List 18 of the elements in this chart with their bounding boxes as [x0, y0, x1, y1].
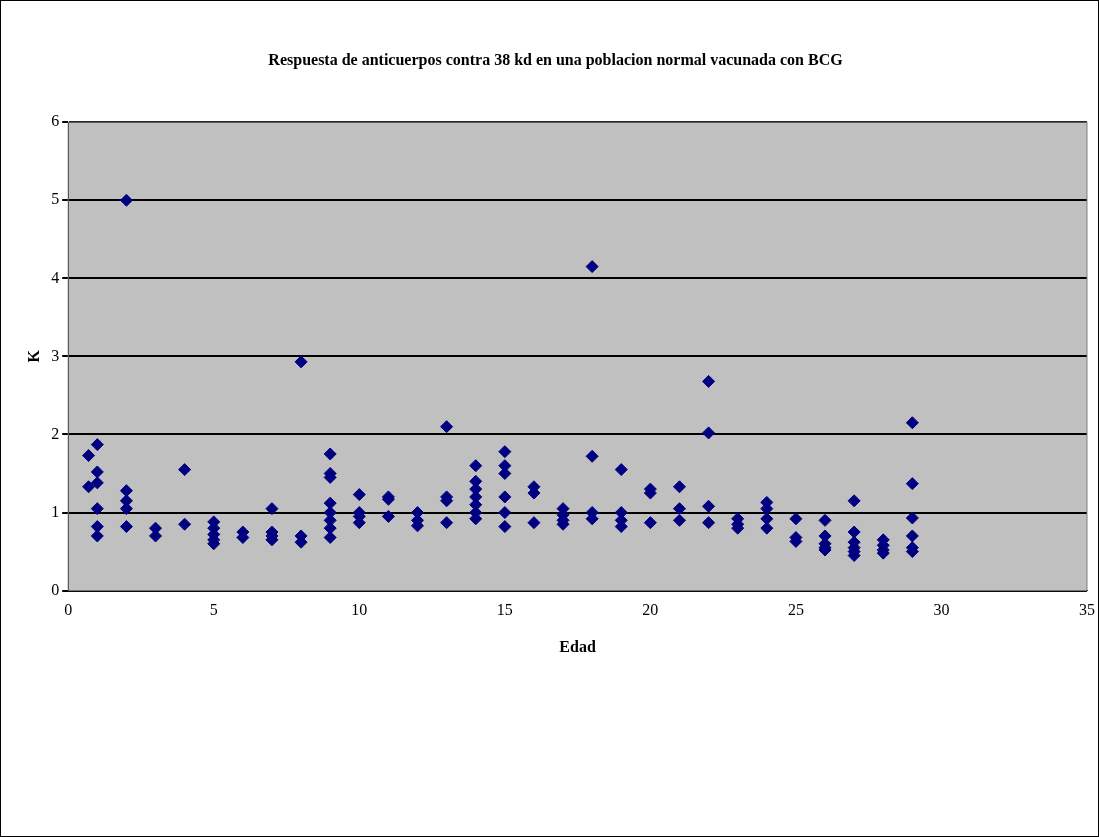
- x-tick-label: 20: [642, 601, 659, 619]
- y-tick-label: 3: [51, 346, 60, 364]
- y-axis-title: K: [24, 349, 42, 363]
- x-tick-label: 30: [933, 601, 950, 619]
- y-tick-label: 5: [51, 190, 60, 208]
- x-tick-label: 10: [351, 601, 368, 619]
- x-tick-label: 5: [209, 601, 218, 619]
- chart-title: Respuesta de anticuerpos contra 38 kd en una poblacion normal vacunada con BCG: [268, 50, 844, 69]
- y-tick-label: 2: [51, 424, 60, 442]
- y-tick-label: 6: [51, 112, 60, 130]
- y-tick-label: 4: [51, 268, 60, 286]
- y-tick-label: 0: [51, 580, 60, 598]
- x-tick-label: 15: [496, 601, 513, 619]
- x-tick-label: 25: [787, 601, 804, 619]
- y-tick-label: 1: [51, 502, 60, 520]
- x-tick-label: 35: [1079, 601, 1095, 619]
- x-axis-title: Edad: [559, 637, 596, 655]
- x-tick-label: 0: [64, 601, 73, 619]
